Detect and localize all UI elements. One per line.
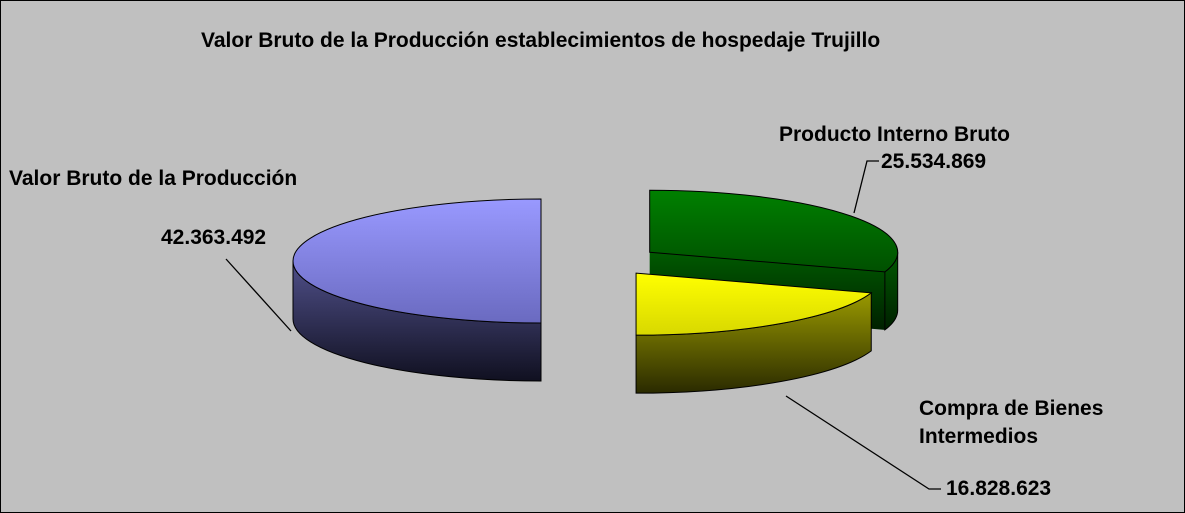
value-label: 42.363.492 bbox=[161, 226, 267, 249]
leader-line bbox=[225, 258, 292, 332]
slice-label: Valor Bruto de la Producción bbox=[9, 167, 298, 190]
slice-label: Compra de Bienes Intermedios bbox=[919, 397, 1104, 448]
value-label: 16.828.623 bbox=[946, 477, 1052, 500]
slices bbox=[292, 189, 899, 394]
slice bbox=[649, 189, 899, 273]
slice bbox=[635, 272, 873, 336]
leader-line bbox=[785, 395, 941, 490]
chart-title: Valor Bruto de la Producción establecimi… bbox=[201, 29, 881, 52]
leader-line bbox=[853, 160, 879, 214]
slice bbox=[292, 198, 542, 324]
value-label: 25.534.869 bbox=[881, 150, 987, 173]
slice-label: Producto Interno Bruto bbox=[779, 123, 1010, 146]
